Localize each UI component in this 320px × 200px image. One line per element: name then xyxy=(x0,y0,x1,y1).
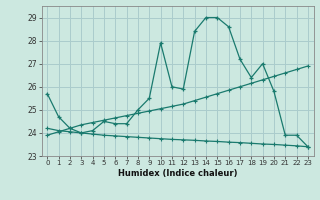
X-axis label: Humidex (Indice chaleur): Humidex (Indice chaleur) xyxy=(118,169,237,178)
